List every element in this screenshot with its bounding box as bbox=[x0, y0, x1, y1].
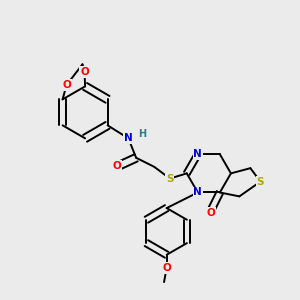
Text: S: S bbox=[257, 177, 264, 187]
Text: O: O bbox=[112, 160, 121, 171]
Text: S: S bbox=[166, 174, 174, 184]
Text: N: N bbox=[194, 188, 202, 197]
Text: O: O bbox=[80, 67, 89, 77]
Text: N: N bbox=[194, 149, 202, 159]
Text: N: N bbox=[124, 133, 133, 143]
Text: O: O bbox=[62, 80, 71, 90]
Text: O: O bbox=[162, 263, 171, 273]
Text: O: O bbox=[206, 208, 215, 218]
Text: H: H bbox=[139, 129, 147, 140]
